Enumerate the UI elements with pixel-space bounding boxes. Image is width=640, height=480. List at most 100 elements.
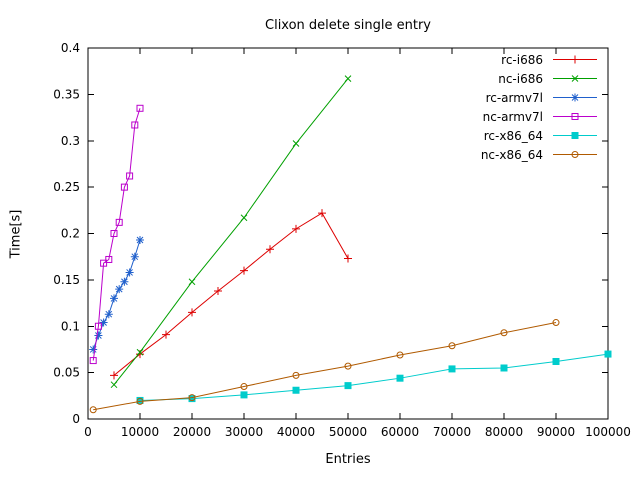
marker-plus xyxy=(266,245,274,254)
marker-square-filled xyxy=(292,386,300,394)
marker-square-open xyxy=(120,183,128,191)
marker-plus xyxy=(240,266,248,275)
series-nc-i686 xyxy=(110,75,352,389)
y-tick-labels: 0 0.05 0.1 0.15 0.2 0.25 0.3 0.35 0.4 xyxy=(53,41,80,426)
legend-item-rc-i686: rc-i686 xyxy=(481,50,600,69)
marker-cross xyxy=(136,348,144,356)
legend-sample-rc-i686 xyxy=(553,55,597,64)
marker-plus xyxy=(318,209,326,218)
legend-item-nc-x86_64: nc-x86_64 xyxy=(481,145,600,164)
x-tick-label: 30000 xyxy=(225,425,263,439)
marker-cross xyxy=(188,278,196,286)
legend-sample-rc-armv7l xyxy=(553,93,597,102)
series-line-nc-armv7l xyxy=(92,108,141,361)
y-tick-label: 0 xyxy=(72,412,80,426)
marker-asterisk xyxy=(126,269,133,276)
marker-square-filled xyxy=(500,364,508,372)
series-nc-armv7l xyxy=(89,104,144,365)
legend-sample-nc-i686 xyxy=(553,75,597,82)
marker-square-filled xyxy=(571,132,579,139)
y-tick-label: 0.35 xyxy=(53,87,80,101)
marker-plus xyxy=(292,224,300,233)
marker-circle-open xyxy=(240,383,248,391)
marker-circle-open xyxy=(89,406,97,414)
series-rc-x86_64 xyxy=(136,350,612,404)
marker-asterisk xyxy=(136,236,144,244)
marker-square-open xyxy=(105,255,113,263)
legend-label: nc-armv7l xyxy=(482,109,543,124)
legend-item-nc-i686: nc-i686 xyxy=(481,69,600,88)
legend-label: nc-i686 xyxy=(498,71,543,86)
marker-square-open xyxy=(94,322,102,330)
legend-label: rc-i686 xyxy=(501,52,543,67)
marker-asterisk xyxy=(121,278,128,286)
legend-item-rc-armv7l: rc-armv7l xyxy=(481,88,600,107)
legend-sample-nc-x86_64 xyxy=(553,151,597,158)
series-nc-x86_64 xyxy=(89,319,560,414)
marker-asterisk xyxy=(105,310,113,318)
marker-circle-open xyxy=(552,319,560,327)
marker-square-open xyxy=(136,104,144,112)
marker-asterisk xyxy=(571,94,579,101)
y-tick-label: 0.3 xyxy=(61,134,80,148)
y-tick-label: 0.25 xyxy=(53,180,80,194)
x-tick-label: 40000 xyxy=(277,425,315,439)
marker-circle-open xyxy=(396,351,404,359)
marker-square-filled xyxy=(240,391,248,399)
marker-square-open xyxy=(571,113,579,120)
y-tick-label: 0.2 xyxy=(61,227,80,241)
x-tick-label: 10000 xyxy=(121,425,159,439)
marker-square-open xyxy=(110,230,118,237)
series-rc-armv7l xyxy=(89,235,144,354)
marker-square-open xyxy=(115,218,123,226)
legend-item-nc-armv7l: nc-armv7l xyxy=(481,107,600,126)
legend: rc-i686 nc-i686 rc-armv7l nc-armv7l rc-x86_6… xyxy=(481,50,600,164)
x-tick-labels: 0 10000 20000 30000 40000 50000 60000 70000 8000… xyxy=(84,425,631,439)
marker-cross xyxy=(571,75,579,82)
marker-circle-open xyxy=(500,329,508,337)
x-tick-label: 90000 xyxy=(537,425,575,439)
plot-border xyxy=(87,47,609,420)
marker-square-filled xyxy=(552,357,560,365)
series-rc-i686 xyxy=(110,209,352,380)
series-line-rc-i686 xyxy=(113,212,349,376)
y-tick-label: 0.15 xyxy=(53,273,80,287)
marker-plus xyxy=(188,308,196,317)
legend-item-rc-x86_64: rc-x86_64 xyxy=(481,126,600,145)
marker-circle-open xyxy=(136,397,144,405)
legend-label: rc-armv7l xyxy=(485,90,543,105)
y-tick-label: 0.05 xyxy=(53,366,80,380)
marker-square-filled xyxy=(448,365,456,373)
marker-asterisk xyxy=(131,253,139,261)
marker-plus xyxy=(162,330,170,339)
legend-label: nc-x86_64 xyxy=(480,147,543,162)
marker-cross xyxy=(110,381,118,389)
marker-plus xyxy=(571,55,579,64)
series-line-nc-x86_64 xyxy=(93,322,557,411)
y-tick-label: 0.4 xyxy=(61,41,80,55)
marker-square-filled xyxy=(604,350,612,358)
marker-square-open xyxy=(89,357,97,365)
x-tick-label: 80000 xyxy=(485,425,523,439)
marker-square-open xyxy=(126,172,134,180)
x-tick-label: 70000 xyxy=(433,425,471,439)
x-tick-label: 100000 xyxy=(585,425,631,439)
marker-square-filled xyxy=(396,374,404,382)
series-line-rc-x86_64 xyxy=(139,353,609,401)
marker-plus xyxy=(344,254,352,263)
x-tick-label: 20000 xyxy=(173,425,211,439)
marker-asterisk xyxy=(110,295,118,302)
x-tick-label: 0 xyxy=(84,425,92,439)
marker-plus xyxy=(214,287,222,296)
x-tick-label: 50000 xyxy=(329,425,367,439)
marker-cross xyxy=(240,214,248,222)
marker-square-open xyxy=(131,121,139,129)
marker-cross xyxy=(344,75,352,82)
x-axis-label: Entries xyxy=(325,452,371,467)
marker-circle-open xyxy=(292,371,300,379)
marker-circle-open xyxy=(344,362,352,370)
marker-asterisk xyxy=(115,285,123,293)
legend-sample-rc-x86_64 xyxy=(553,132,597,139)
